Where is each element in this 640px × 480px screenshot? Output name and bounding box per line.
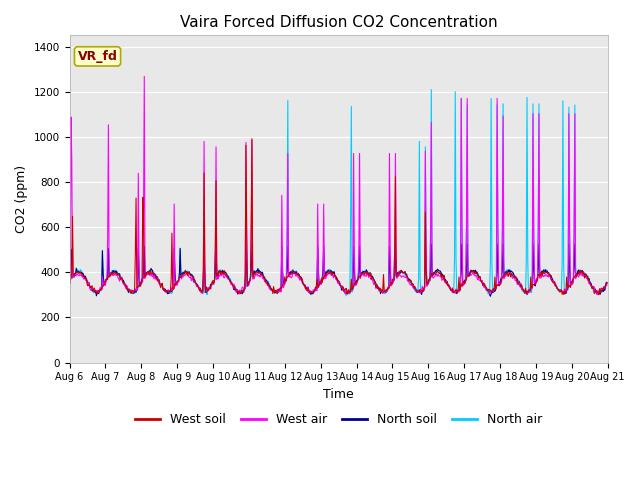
North air (420, 285, 428, 291)
West soil (214, 272, 221, 277)
West air (214, 276, 222, 282)
West soil (131, 288, 138, 294)
North soil (428, 241, 435, 247)
North soil (214, 271, 221, 277)
Line: North air: North air (70, 90, 607, 296)
North air (66, 280, 74, 286)
Line: West air: West air (70, 76, 607, 295)
North air (603, 280, 611, 286)
West soil (248, 136, 256, 142)
West air (131, 288, 138, 293)
West soil (603, 279, 611, 285)
North soil (131, 290, 138, 296)
Legend: West soil, West air, North soil, North air: West soil, West air, North soil, North a… (130, 408, 547, 431)
Y-axis label: CO2 (ppm): CO2 (ppm) (15, 165, 28, 233)
North soil (419, 288, 427, 293)
West air (603, 282, 611, 288)
West soil (66, 278, 74, 284)
West soil (404, 276, 412, 282)
West soil (186, 269, 193, 275)
West soil (595, 292, 603, 298)
North air (76, 268, 83, 274)
West soil (76, 270, 83, 276)
X-axis label: Time: Time (323, 388, 354, 401)
West soil (420, 286, 428, 291)
North soil (186, 269, 193, 275)
North soil (76, 269, 83, 275)
North air (404, 276, 412, 282)
Line: West soil: West soil (70, 139, 607, 295)
West air (404, 277, 412, 283)
West air (186, 275, 194, 280)
West air (140, 73, 148, 79)
West air (76, 273, 83, 278)
North air (342, 293, 350, 299)
West air (420, 285, 428, 291)
West air (66, 280, 74, 286)
Line: North soil: North soil (70, 244, 607, 296)
West air (593, 292, 601, 298)
North air (214, 271, 221, 276)
North soil (404, 275, 412, 280)
North air (186, 271, 193, 276)
North air (428, 87, 435, 93)
North soil (66, 277, 74, 283)
Title: Vaira Forced Diffusion CO2 Concentration: Vaira Forced Diffusion CO2 Concentration (180, 15, 497, 30)
North soil (603, 281, 611, 287)
Text: VR_fd: VR_fd (77, 50, 118, 63)
North soil (486, 293, 494, 299)
North air (131, 289, 138, 295)
